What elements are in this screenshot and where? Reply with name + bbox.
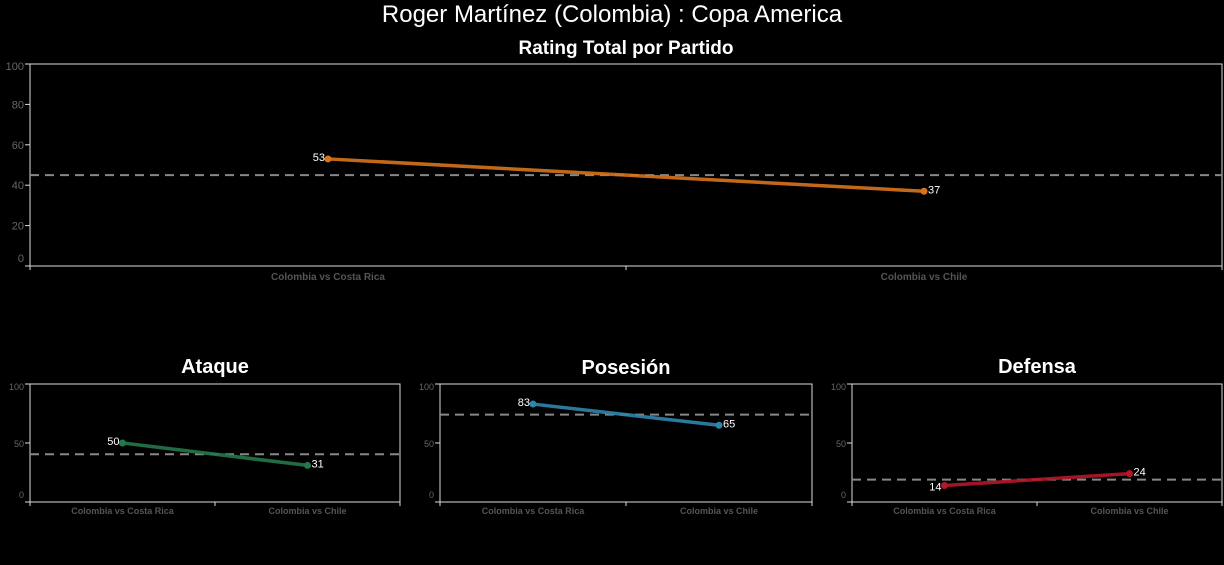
y-tick-label: 0 [18, 253, 24, 265]
chart-ataque: Ataque 0 50 100 Colombia vs Costa Rica Colomb… [9, 356, 401, 516]
y-tick-label: 80 [12, 99, 24, 111]
data-point [941, 481, 948, 489]
data-label: 50 [107, 436, 119, 448]
x-tick-label: Colombia vs Costa Rica [893, 506, 997, 516]
data-label: 31 [312, 458, 324, 470]
y-tick-label: 100 [831, 382, 846, 392]
y-tick-label: 0 [19, 490, 24, 500]
y-tick-label: 0 [429, 490, 434, 500]
y-tick-label: 100 [6, 61, 24, 73]
data-point [119, 439, 126, 447]
y-tick-label: 100 [419, 382, 434, 392]
plot-frame [29, 383, 401, 503]
x-tick-label: Colombia vs Costa Rica [71, 506, 175, 516]
y-tick-label: 50 [14, 439, 24, 449]
series-line [122, 441, 308, 468]
x-tick-label: Colombia vs Chile [881, 272, 968, 283]
y-tick-label: 60 [12, 140, 24, 152]
x-tick-label: Colombia vs Costa Rica [482, 506, 586, 516]
y-tick-label: 40 [12, 180, 24, 192]
chart-posesion: Posesión 0 50 100 Colombia vs Costa Rica Colo… [419, 357, 813, 516]
data-label: 37 [928, 184, 940, 196]
series-line [327, 157, 925, 194]
plot-frame [439, 383, 813, 503]
data-label: 65 [723, 418, 735, 430]
data-point [920, 187, 928, 195]
data-label: 83 [518, 397, 530, 409]
data-point [324, 155, 332, 163]
data-point [529, 400, 537, 408]
plot-frame [851, 383, 1223, 503]
x-tick-label: Colombia vs Chile [1090, 506, 1168, 516]
x-tick-label: Colombia vs Chile [268, 506, 346, 516]
chart-title: Posesión [582, 357, 671, 379]
data-label: 53 [313, 152, 325, 164]
series-line [532, 402, 720, 428]
x-tick-label: Colombia vs Costa Rica [271, 272, 385, 283]
data-label: 24 [1134, 467, 1146, 479]
main-title: Roger Martínez (Colombia) : Copa America [382, 1, 843, 28]
chart-rating-total: Rating Total por Partido 0 20 40 60 80 100 Colo… [6, 38, 1223, 283]
data-point [715, 421, 723, 429]
chart-title: Rating Total por Partido [519, 38, 734, 59]
series-line [944, 471, 1130, 488]
chart-title: Ataque [181, 356, 249, 378]
plot-frame [29, 63, 1223, 267]
y-tick-label: 0 [841, 490, 846, 500]
chart-title: Defensa [998, 356, 1077, 378]
data-point [304, 461, 311, 469]
data-point [1126, 470, 1133, 478]
y-tick-label: 50 [836, 439, 846, 449]
data-label: 14 [929, 481, 941, 493]
x-tick-label: Colombia vs Chile [680, 506, 758, 516]
y-tick-label: 50 [424, 439, 434, 449]
y-tick-label: 100 [9, 382, 24, 392]
chart-defensa: Defensa 0 50 100 Colombia vs Costa Rica Colom… [831, 356, 1223, 516]
y-tick-label: 20 [12, 221, 24, 233]
